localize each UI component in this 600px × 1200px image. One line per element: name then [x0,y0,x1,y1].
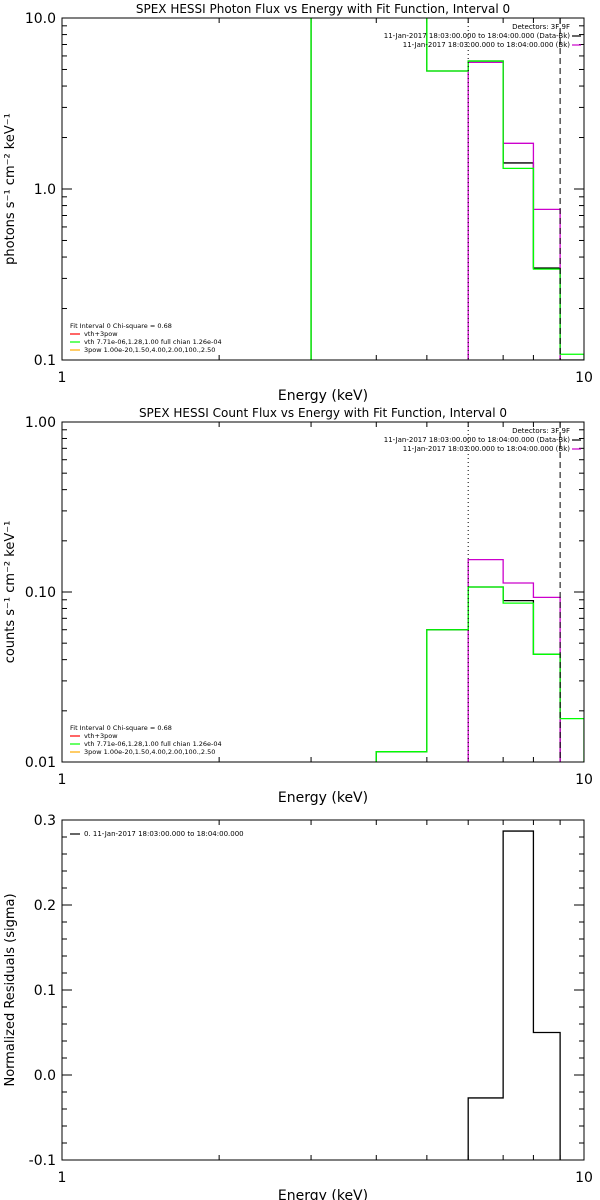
y-tick-label: 10.0 [25,11,56,27]
legend-bottom-text: vth 7.71e-06,1.28,1.00 full chian 1.26e-… [84,740,222,748]
series-bk [467,61,561,360]
y-tick-label: 0.0 [34,1068,56,1084]
legend-bottom-text: 3pow 1.00e-20,1.50,4.00,2.00,100.,2.50 [84,346,215,354]
x-tick-label: 10 [575,772,593,788]
series-group [310,18,584,360]
chart-panel-2: SPEX HESSI Count Flux vs Energy with Fit… [3,406,593,806]
y-tick-label: 0.3 [34,813,56,829]
series-fit [375,586,584,762]
legend-top-text: Detectors: 3F 9F [512,427,570,435]
plot-frame [61,421,585,763]
legend-top-text: 11-Jan-2017 18:03:00.000 to 18:04:00.000… [384,436,571,444]
x-tick-label: 10 [575,1170,593,1186]
legend-bottom-text: 3pow 1.00e-20,1.50,4.00,2.00,100.,2.50 [84,748,215,756]
y-tick-label: 1.0 [34,182,56,198]
x-tick-label: 1 [58,370,67,386]
legend-bottom-text: Fit Interval 0 Chi-square = 0.68 [70,724,172,732]
series-data-bk [310,18,584,360]
y-tick-label: 0.1 [34,353,56,369]
legend-top-text: 0. 11-Jan-2017 18:03:00.000 to 18:04:00.… [84,830,244,838]
y-tick-label: 0.10 [25,585,56,601]
legend-bottom-text: vth+3pow [84,330,118,338]
chart-title: SPEX HESSI Count Flux vs Energy with Fit… [139,406,507,420]
legend-top-text: Detectors: 3F 9F [512,23,570,31]
legend-top-text: 11-Jan-2017 18:03:00.000 to 18:04:00.000… [403,41,571,49]
chart-title: SPEX HESSI Photon Flux vs Energy with Fi… [136,2,510,16]
x-tick-label: 1 [58,1170,67,1186]
y-tick-label: -0.1 [29,1153,56,1169]
series-fit [310,18,584,360]
chart-panel-3: 1 10 -0.1 0.0 0.1 0.2 0.3 Energy (keV) Normalize… [3,813,593,1200]
y-axis-label: photons s⁻¹ cm⁻² keV⁻¹ [3,113,18,265]
plot-frame [61,819,585,1161]
y-tick-label: 1.00 [25,415,56,431]
x-axis-label: Energy (keV) [278,1188,368,1200]
series-residuals [467,830,561,1160]
y-axis-label: Normalized Residuals (sigma) [3,893,18,1086]
chart-panel-1: SPEX HESSI Photon Flux vs Energy with Fi… [3,2,593,404]
legend-top-text: 11-Jan-2017 18:03:00.000 to 18:04:00.000… [384,32,571,40]
x-axis-label: Energy (keV) [278,388,368,404]
series-bk [467,558,561,762]
y-tick-label: 0.01 [25,755,56,771]
series-group [467,830,561,1160]
y-axis-label: counts s⁻¹ cm⁻² keV⁻¹ [3,521,18,664]
series-group [375,422,584,762]
x-axis-label: Energy (keV) [278,790,368,806]
plot-frame [61,17,585,361]
y-tick-label: 0.2 [34,898,56,914]
legend-bottom-text: Fit Interval 0 Chi-square = 0.68 [70,322,172,330]
x-tick-label: 1 [58,772,67,788]
y-tick-label: 0.1 [34,983,56,999]
legend-bottom-text: vth+3pow [84,732,118,740]
legend-bottom-text: vth 7.71e-06,1.28,1.00 full chian 1.26e-… [84,338,222,346]
legend-top-text: 11-Jan-2017 18:03:00.000 to 18:04:00.000… [403,445,571,453]
x-tick-label: 10 [575,370,593,386]
